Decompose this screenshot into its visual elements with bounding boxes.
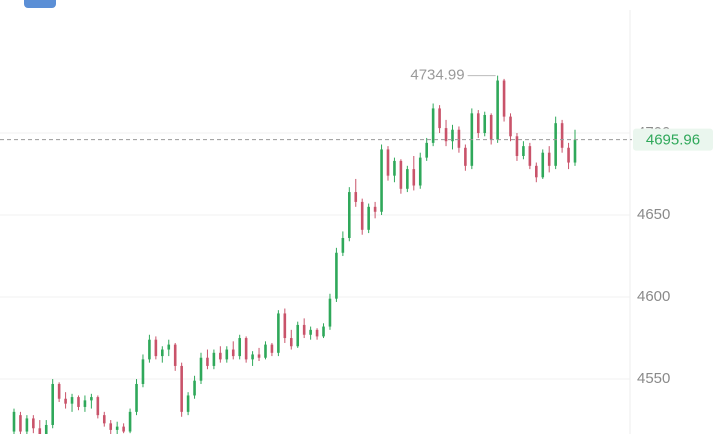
candle-body (102, 415, 106, 424)
candle-body (515, 136, 519, 156)
candle-body (393, 160, 396, 176)
candle-body (457, 129, 461, 148)
candle-body (186, 395, 190, 412)
candle-body (109, 423, 113, 430)
candle-body (573, 139, 577, 163)
candle-body (386, 149, 390, 176)
candle-body (431, 108, 435, 143)
candle-body (135, 383, 138, 412)
candle-body (251, 354, 254, 360)
candle-body (70, 397, 74, 404)
candle-body (412, 169, 416, 186)
candle-body (567, 147, 570, 163)
candle-body (199, 357, 203, 381)
candle-body (238, 338, 241, 357)
candle-body (341, 237, 345, 253)
candle-body (277, 313, 280, 353)
candle-body (44, 424, 48, 434)
candle-body (51, 383, 54, 425)
candle-body (225, 349, 229, 360)
candle-body (489, 114, 493, 140)
candle-body (451, 129, 454, 142)
candle-body (560, 123, 564, 148)
y-tick-label: 4650 (637, 206, 670, 223)
candle-body (444, 128, 448, 142)
candle-body (264, 344, 267, 358)
candle-body (32, 418, 35, 429)
candle-body (38, 428, 42, 434)
candle-body (315, 329, 319, 337)
candle-body (354, 192, 358, 202)
candle-body (154, 339, 158, 357)
candle-body (289, 338, 293, 347)
candle-body (502, 80, 506, 117)
candle-body (367, 206, 370, 230)
candle-body (483, 114, 487, 134)
candle-body (167, 344, 171, 350)
candle-body (283, 313, 287, 339)
candle-body (425, 142, 428, 158)
candle-body (360, 201, 364, 230)
candle-body (96, 397, 100, 416)
candle-body (547, 152, 551, 166)
candle-body (219, 352, 222, 360)
candle-body (257, 354, 261, 358)
candle-body (115, 426, 119, 430)
candle-body (141, 359, 145, 384)
candle-body (122, 426, 125, 432)
candle-body (148, 339, 151, 360)
candle-body (309, 329, 312, 335)
candle-body (180, 365, 183, 412)
candle-body (541, 152, 545, 178)
candle-body (328, 298, 332, 327)
candle-body (418, 157, 422, 186)
candle-body (406, 169, 409, 189)
candle-body (12, 411, 16, 432)
candle-body (522, 146, 525, 156)
candles (12, 75, 577, 434)
last-price-label: 4695.96 (646, 132, 700, 149)
candle-body (231, 349, 235, 357)
candle-body (270, 344, 274, 353)
candle-body (212, 352, 216, 366)
candle-body (554, 123, 557, 166)
candle-body (206, 357, 209, 366)
candle-body (57, 383, 61, 399)
y-tick-label: 4550 (637, 370, 670, 387)
candle-body (464, 147, 467, 166)
candle-body (335, 252, 338, 299)
candle-body (90, 397, 93, 401)
candle-body (535, 165, 538, 178)
candle-body (83, 400, 87, 407)
last-price-tag (633, 128, 713, 151)
candle-body (348, 192, 351, 238)
candle-body (302, 324, 306, 335)
candle-body (476, 113, 480, 134)
candle-body (161, 349, 164, 357)
candle-body (509, 116, 512, 137)
candle-body (19, 415, 22, 432)
candle-body (373, 206, 377, 212)
y-tick-label: 4600 (637, 288, 670, 305)
candle-body (193, 380, 196, 396)
candle-body (77, 397, 80, 407)
candle-body (173, 344, 177, 366)
candle-body (496, 80, 499, 140)
candle-body (296, 324, 300, 347)
toolbar-icon[interactable] (24, 0, 56, 8)
candle-body (438, 108, 441, 129)
candle-body (528, 146, 532, 166)
candle-body (128, 411, 132, 432)
candle-body (380, 149, 383, 212)
candle-body (25, 418, 29, 432)
high-label: 4734.99 (410, 67, 464, 84)
candle-body (399, 160, 403, 189)
overlay: 4734.99 4695.96 (0, 67, 713, 151)
candle-body (322, 326, 325, 337)
candle-body (244, 338, 248, 360)
candle-body (64, 398, 67, 404)
